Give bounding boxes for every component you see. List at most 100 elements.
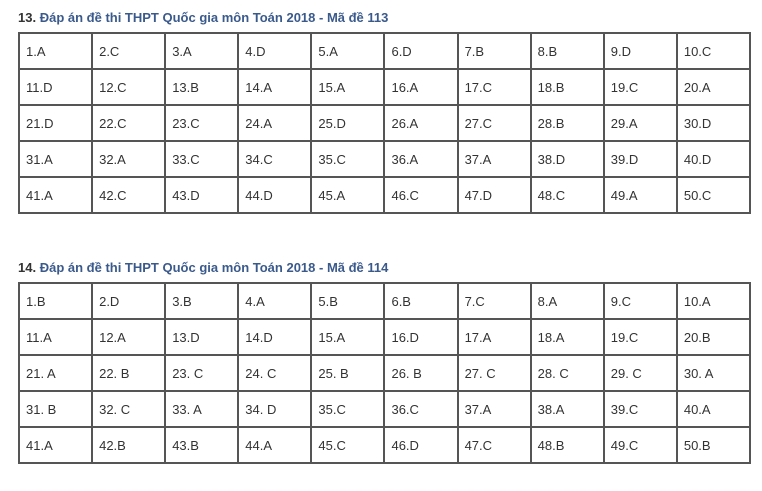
answer-cell: 42.C	[91, 176, 167, 214]
answer-cell: 48.B	[529, 426, 605, 464]
answer-cell: 48.C	[529, 176, 605, 214]
answer-cell: 31. B	[17, 390, 94, 428]
answer-cell: 34.C	[237, 140, 313, 178]
answer-cell: 8.A	[529, 282, 605, 320]
answer-cell: 41.A	[17, 426, 94, 464]
answer-row: 21.D 22.C 23.C 24.A 25.D 26.A 27.C 28.B 29.A 30.D	[17, 104, 752, 142]
answer-cell: 22.C	[91, 104, 167, 142]
answer-cell: 20.A	[675, 68, 752, 106]
answer-cell: 49.A	[602, 176, 678, 214]
answer-row: 21. A 22. B 23. C 24. C 25. B 26. B 27. C 28. C…	[17, 354, 752, 392]
answer-cell: 14.D	[237, 318, 313, 356]
answer-cell: 5.A	[310, 32, 386, 70]
answer-cell: 49.C	[602, 426, 678, 464]
answer-cell: 22. B	[91, 354, 167, 392]
answer-cell: 26.A	[383, 104, 459, 142]
answer-cell: 44.A	[237, 426, 313, 464]
answer-cell: 35.C	[310, 390, 386, 428]
answer-cell: 10.C	[675, 32, 752, 70]
answer-cell: 6.B	[383, 282, 459, 320]
answer-cell: 19.C	[602, 318, 678, 356]
answer-cell: 15.A	[310, 68, 386, 106]
answer-cell: 11.A	[17, 318, 94, 356]
section-number: 14.	[18, 260, 37, 275]
answer-cell: 17.A	[456, 318, 532, 356]
answer-cell: 2.D	[91, 282, 167, 320]
answer-row: 41.A 42.B 43.B 44.A 45.C 46.D 47.C 48.B 49.C 50.B	[17, 426, 752, 464]
section-title: Đáp án đề thi THPT Quốc gia môn Toán 201…	[39, 260, 389, 275]
answer-table: 1.B 2.D 3.B 4.A 5.B 6.B 7.C 8.A 9.C 10.A 11.A 12.A 1…	[17, 282, 752, 464]
answer-cell: 40.D	[675, 140, 752, 178]
answer-cell: 33.C	[164, 140, 240, 178]
answer-cell: 12.C	[91, 68, 167, 106]
answer-cell: 29.A	[602, 104, 678, 142]
answer-cell: 4.A	[237, 282, 313, 320]
answer-cell: 4.D	[237, 32, 313, 70]
answer-cell: 26. B	[383, 354, 459, 392]
answer-cell: 38.A	[529, 390, 605, 428]
answer-cell: 29. C	[602, 354, 678, 392]
answer-cell: 24.A	[237, 104, 313, 142]
answer-cell: 3.A	[164, 32, 240, 70]
answer-cell: 30. A	[675, 354, 752, 392]
answer-cell: 43.B	[164, 426, 240, 464]
answer-cell: 10.A	[675, 282, 752, 320]
section-heading: 14. Đáp án đề thi THPT Quốc gia môn Toán…	[18, 257, 751, 279]
answer-cell: 14.A	[237, 68, 313, 106]
answer-cell: 37.A	[456, 390, 532, 428]
answer-cell: 32.A	[91, 140, 167, 178]
answer-cell: 3.B	[164, 282, 240, 320]
section-title: Đáp án đề thi THPT Quốc gia môn Toán 201…	[39, 10, 389, 25]
answer-cell: 20.B	[675, 318, 752, 356]
answer-cell: 28.B	[529, 104, 605, 142]
answer-cell: 31.A	[17, 140, 94, 178]
answer-cell: 37.A	[456, 140, 532, 178]
answer-cell: 39.D	[602, 140, 678, 178]
answer-cell: 2.C	[91, 32, 167, 70]
answer-row: 1.A 2.C 3.A 4.D 5.A 6.D 7.B 8.B 9.D 10.C	[17, 32, 752, 70]
answer-row: 31. B 32. C 33. A 34. D 35.C 36.C 37.A 38.A 39.C…	[17, 390, 752, 428]
answer-cell: 11.D	[17, 68, 94, 106]
section-heading: 13. Đáp án đề thi THPT Quốc gia môn Toán…	[18, 7, 751, 29]
answer-cell: 16.A	[383, 68, 459, 106]
answer-cell: 44.D	[237, 176, 313, 214]
answer-cell: 9.D	[602, 32, 678, 70]
answer-cell: 46.D	[383, 426, 459, 464]
answer-row: 1.B 2.D 3.B 4.A 5.B 6.B 7.C 8.A 9.C 10.A	[17, 282, 752, 320]
answer-cell: 8.B	[529, 32, 605, 70]
answer-cell: 50.C	[675, 176, 752, 214]
answer-cell: 40.A	[675, 390, 752, 428]
answer-cell: 1.A	[17, 32, 94, 70]
answer-cell: 25. B	[310, 354, 386, 392]
answer-row: 41.A 42.C 43.D 44.D 45.A 46.C 47.D 48.C 49.A 50.C	[17, 176, 752, 214]
answer-cell: 36.C	[383, 390, 459, 428]
answer-cell: 15.A	[310, 318, 386, 356]
answer-cell: 6.D	[383, 32, 459, 70]
answer-cell: 7.C	[456, 282, 532, 320]
answer-cell: 45.A	[310, 176, 386, 214]
answer-cell: 38.D	[529, 140, 605, 178]
answer-cell: 32. C	[91, 390, 167, 428]
answer-row: 31.A 32.A 33.C 34.C 35.C 36.A 37.A 38.D 39.D 40.D	[17, 140, 752, 178]
answer-cell: 33. A	[164, 390, 240, 428]
answer-cell: 24. C	[237, 354, 313, 392]
answer-cell: 21. A	[17, 354, 94, 392]
answer-cell: 47.D	[456, 176, 532, 214]
answer-cell: 41.A	[17, 176, 94, 214]
answer-cell: 34. D	[237, 390, 313, 428]
answer-cell: 18.A	[529, 318, 605, 356]
answer-cell: 45.C	[310, 426, 386, 464]
answer-cell: 35.C	[310, 140, 386, 178]
answer-row: 11.A 12.A 13.D 14.D 15.A 16.D 17.A 18.A 19.C 20.B	[17, 318, 752, 356]
answer-cell: 12.A	[91, 318, 167, 356]
answer-cell: 30.D	[675, 104, 752, 142]
answer-cell: 18.B	[529, 68, 605, 106]
answer-cell: 27.C	[456, 104, 532, 142]
answer-section: 13. Đáp án đề thi THPT Quốc gia môn Toán…	[17, 7, 752, 214]
answer-section: 14. Đáp án đề thi THPT Quốc gia môn Toán…	[17, 257, 752, 464]
answer-cell: 47.C	[456, 426, 532, 464]
answer-cell: 43.D	[164, 176, 240, 214]
answer-cell: 5.B	[310, 282, 386, 320]
answer-cell: 23. C	[164, 354, 240, 392]
